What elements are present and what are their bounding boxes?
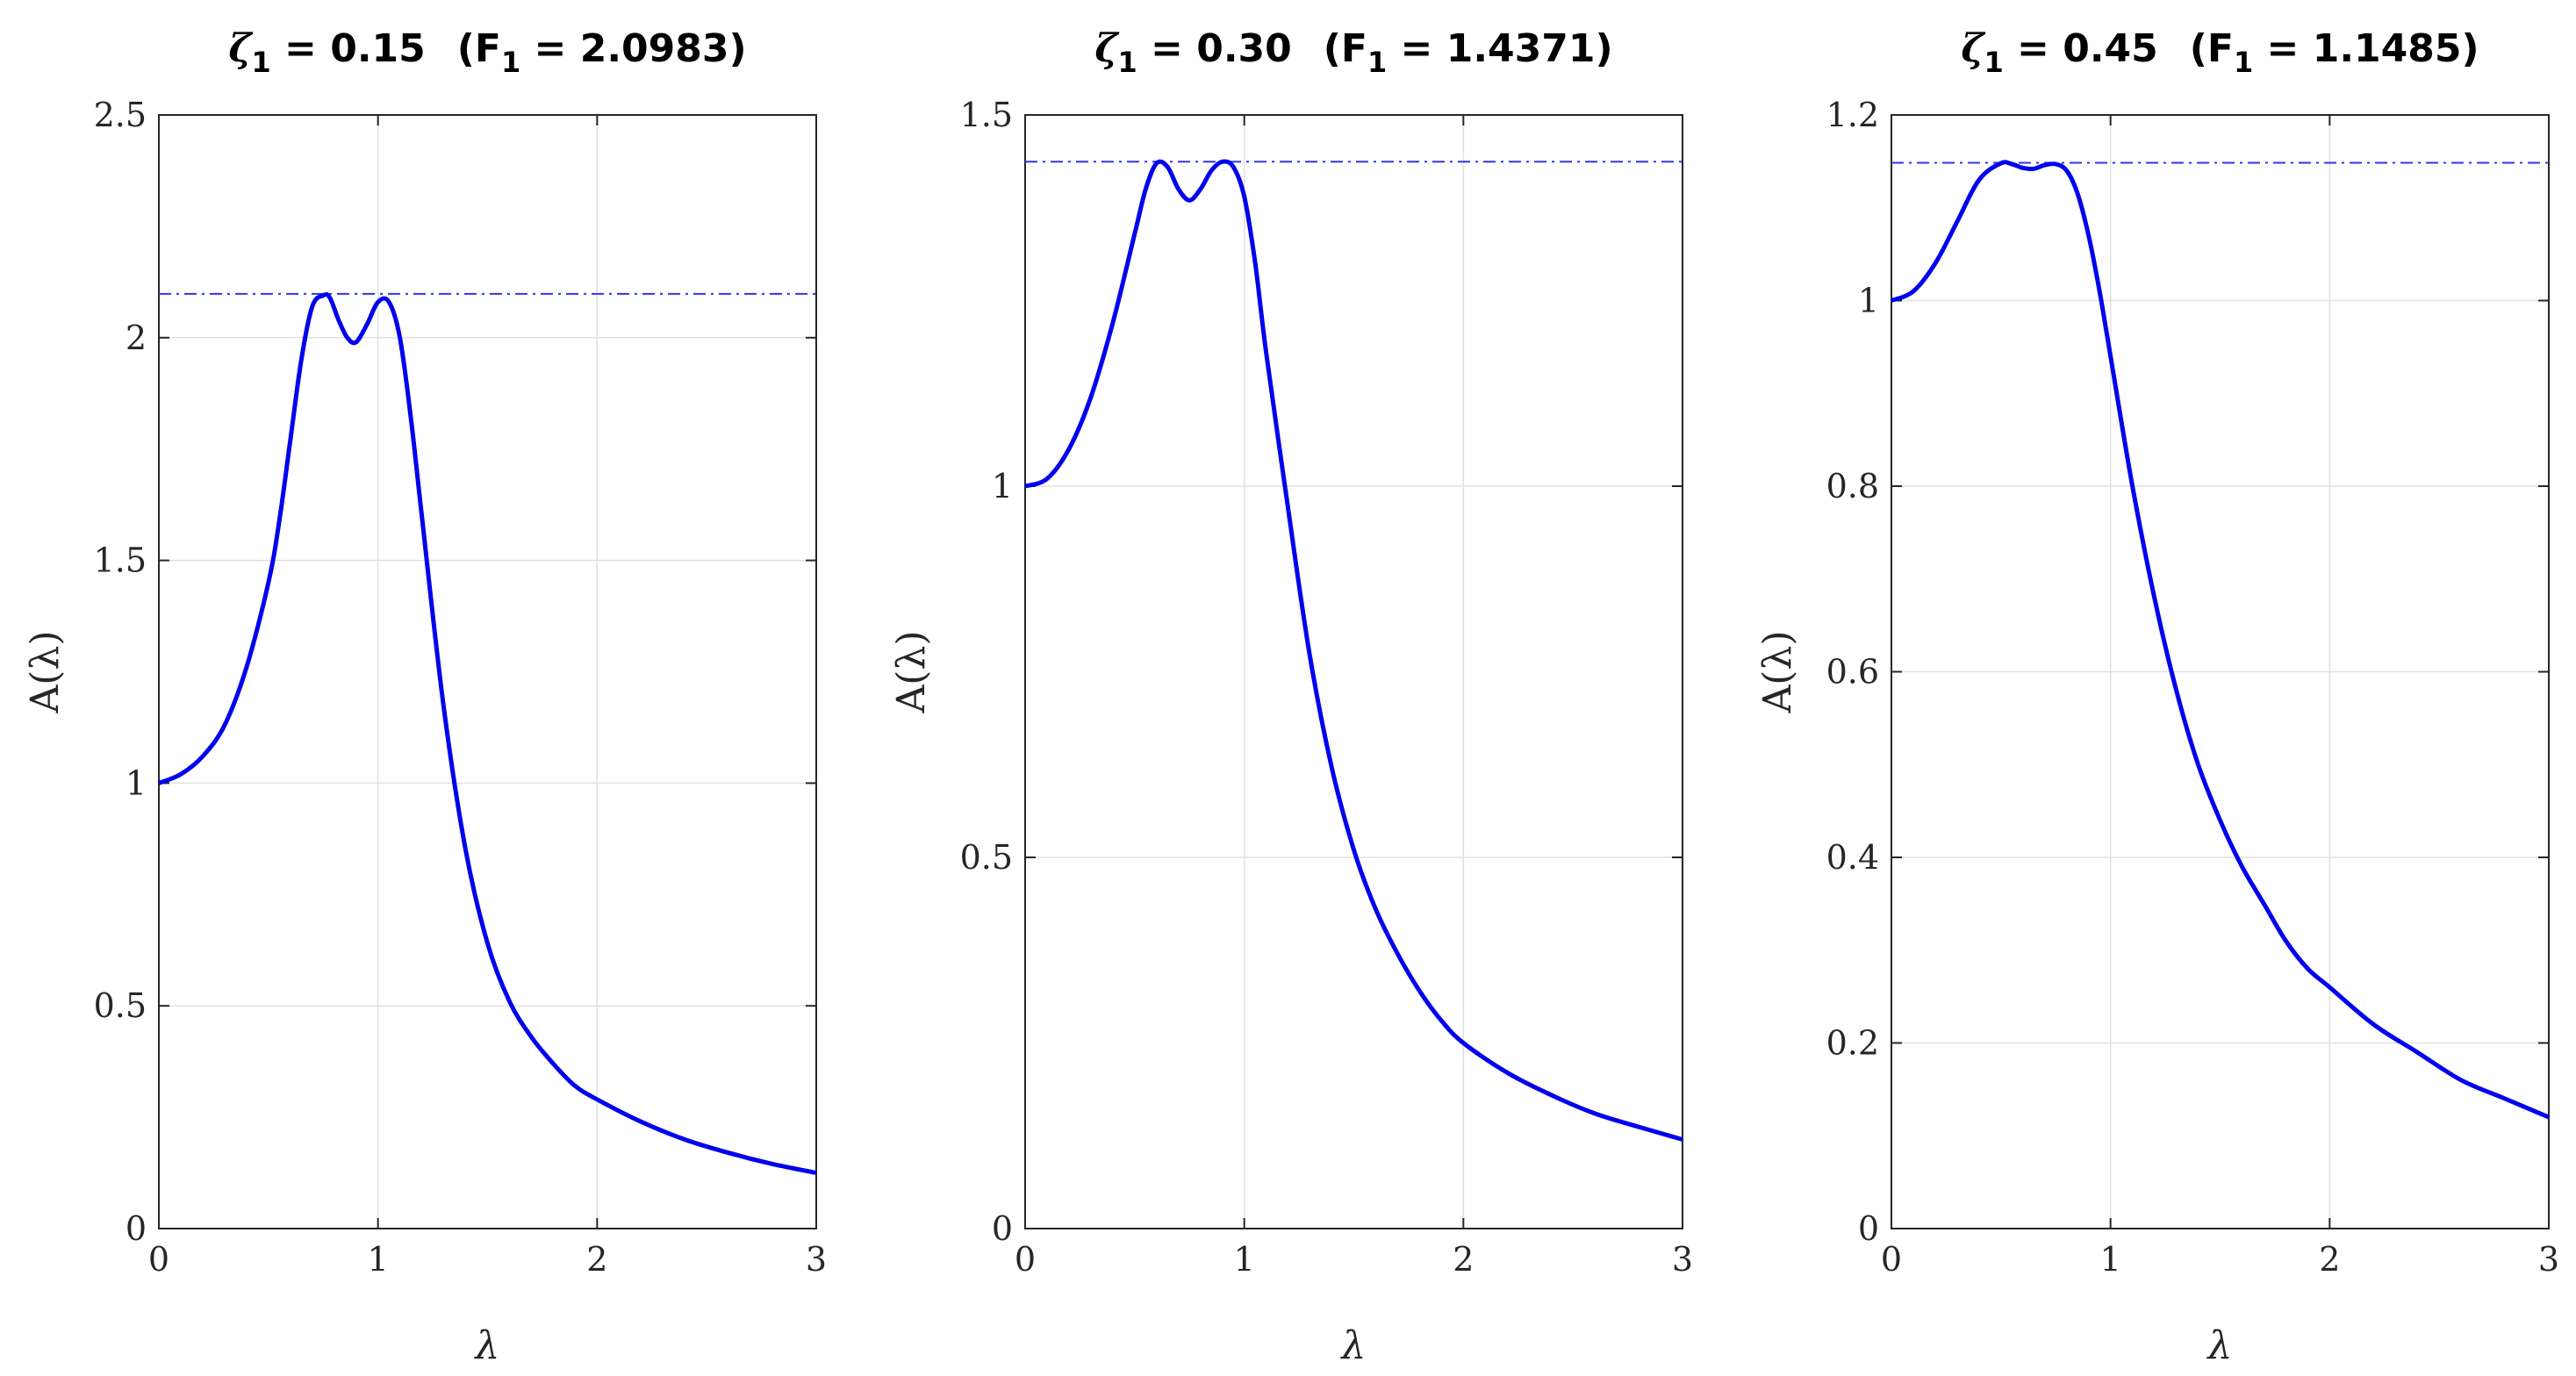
title-zeta: ζ — [1094, 26, 1119, 71]
title-f-open: (F — [1324, 26, 1367, 71]
title-zeta: ζ — [228, 26, 253, 71]
axes-frame — [1024, 114, 1683, 1229]
x-tick-label: 1 — [368, 1240, 389, 1279]
grid — [1891, 115, 2549, 1229]
y-tick-label: 0.4 — [1826, 838, 1879, 877]
y-tick-label: 0 — [126, 1209, 147, 1248]
title-zeta: ζ — [1961, 26, 1985, 71]
chart-title: ζ1 = 0.45 (F1 = 1.1485) — [1961, 26, 2479, 79]
title-f-subscript: 1 — [501, 46, 520, 79]
title-zeta-subscript: 1 — [1117, 46, 1137, 79]
x-tick-label: 2 — [2319, 1240, 2340, 1279]
title-f-open: (F — [2190, 26, 2234, 71]
amplitude-curve — [158, 291, 817, 1175]
y-axis-label: A(λ) — [1755, 631, 1800, 714]
x-tick-label: 1 — [2100, 1240, 2121, 1279]
x-axis-label: λ — [2206, 1323, 2233, 1368]
y-tick-label: 1.5 — [94, 541, 147, 580]
title-f-open: (F — [457, 26, 501, 71]
amplitude-curve — [1891, 160, 2550, 1120]
y-tick-label: 0.2 — [1826, 1024, 1879, 1063]
chart-panel-2: 0 1 2 300.511.5λA(λ)ζ1 = 0.30 (F1 = 1.4371) — [889, 26, 1693, 1368]
y-tick-label: 0 — [992, 1209, 1013, 1248]
grid — [159, 115, 816, 1229]
y-tick-label: 0.5 — [960, 838, 1013, 877]
title-zeta-value: = 0.15 — [271, 26, 426, 71]
y-tick-label: 0.5 — [94, 986, 147, 1025]
y-axis-label: A(λ) — [23, 631, 68, 714]
title-f-subscript: 1 — [1367, 46, 1387, 79]
x-tick-label: 0 — [1015, 1240, 1036, 1279]
y-tick-label: 2 — [126, 319, 147, 357]
y-tick-label: 1 — [126, 763, 147, 802]
y-tick-label: 1 — [992, 467, 1013, 505]
x-axis-label: λ — [474, 1323, 500, 1368]
y-tick-label: 2.5 — [94, 96, 147, 134]
x-tick-label: 1 — [1234, 1240, 1255, 1279]
x-tick-label: 3 — [2538, 1240, 2559, 1279]
title-zeta-value: = 0.30 — [1137, 26, 1292, 71]
x-tick-label: 2 — [586, 1240, 607, 1279]
title-zeta-subscript: 1 — [1984, 46, 2003, 79]
title-f-value: = 1.4371) — [1387, 26, 1612, 71]
y-tick-label: 0.6 — [1826, 653, 1879, 692]
chart-panel-1: 0 1 2 300.511.522.5λA(λ)ζ1 = 0.15 (F1 = 2.09… — [23, 26, 827, 1368]
x-tick-label: 3 — [806, 1240, 827, 1279]
x-tick-label: 0 — [148, 1240, 169, 1279]
x-tick-label: 2 — [1453, 1240, 1474, 1279]
y-tick-label: 0 — [1858, 1209, 1879, 1248]
chart-panel-3: 0 1 2 300.20.40.60.811.2λA(λ)ζ1 = 0.45 (F1 =… — [1755, 26, 2559, 1368]
y-tick-label: 1.2 — [1826, 96, 1879, 134]
y-tick-label: 1 — [1858, 282, 1879, 320]
title-zeta-value: = 0.45 — [2004, 26, 2158, 71]
chart-title: ζ1 = 0.30 (F1 = 1.4371) — [1094, 26, 1612, 79]
y-axis-label: A(λ) — [889, 631, 934, 714]
amplitude-curve — [1024, 159, 1683, 1142]
x-axis-label: λ — [1340, 1323, 1367, 1368]
axes-frame — [158, 114, 817, 1229]
x-tick-label: 0 — [1881, 1240, 1902, 1279]
title-f-value: = 1.1485) — [2253, 26, 2479, 71]
chart-title: ζ1 = 0.15 (F1 = 2.0983) — [228, 26, 746, 79]
title-f-subscript: 1 — [2234, 46, 2253, 79]
y-tick-label: 1.5 — [960, 96, 1013, 134]
title-zeta-subscript: 1 — [251, 46, 270, 79]
x-tick-label: 3 — [1672, 1240, 1693, 1279]
title-f-value: = 2.0983) — [520, 26, 746, 71]
y-tick-label: 0.8 — [1826, 467, 1879, 505]
